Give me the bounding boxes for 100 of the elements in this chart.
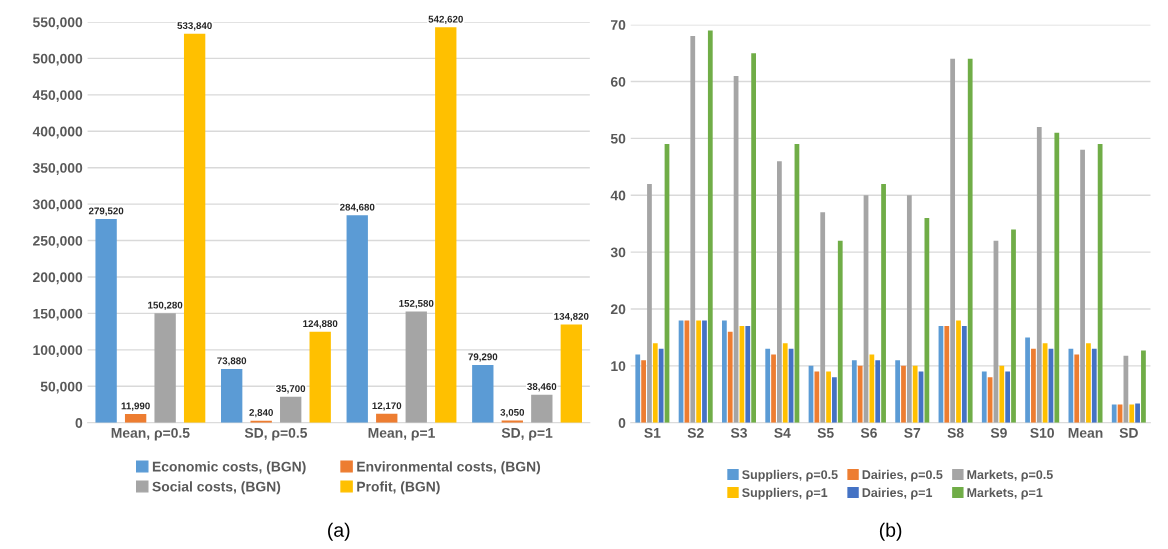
bar xyxy=(183,33,206,423)
data-label: 152,580 xyxy=(399,299,434,309)
bar xyxy=(1011,229,1016,423)
bar xyxy=(956,320,961,423)
y-tick-label: 250,000 xyxy=(33,235,83,248)
bar xyxy=(346,215,368,423)
bar xyxy=(944,326,950,423)
bar xyxy=(641,360,646,423)
bar xyxy=(1086,343,1091,423)
x-tick-label: S7 xyxy=(904,427,921,438)
bar xyxy=(814,371,820,423)
bar xyxy=(745,326,751,423)
x-tick-label: Mean, ρ=1 xyxy=(368,428,435,441)
x-tick-label: SD, ρ=1 xyxy=(501,427,553,441)
data-label: 134,820 xyxy=(554,312,589,322)
y-tick-label: 0 xyxy=(75,418,83,428)
data-label: 12,170 xyxy=(372,402,402,411)
legend-label: Environmental costs, (BGN) xyxy=(357,461,541,475)
bar xyxy=(124,413,147,423)
y-tick-label: 550,000 xyxy=(32,17,83,30)
x-tick-label: S4 xyxy=(774,427,791,438)
bar xyxy=(1054,132,1060,423)
bar xyxy=(95,219,117,423)
bar xyxy=(1031,348,1036,423)
data-label: 279,520 xyxy=(88,207,124,216)
bar xyxy=(1091,348,1097,423)
bar xyxy=(531,394,553,423)
y-tick-label: 400,000 xyxy=(32,126,83,139)
data-label: 38,460 xyxy=(527,383,557,392)
legend-label: Profit, (BGN) xyxy=(357,481,440,495)
y-tick-label: 0 xyxy=(618,418,626,428)
data-label: 2,840 xyxy=(249,409,273,418)
data-label: 79,290 xyxy=(468,353,498,362)
y-tick-label: 30 xyxy=(610,247,626,258)
y-tick-label: 500,000 xyxy=(32,53,83,66)
legend-label: Social costs, (BGN) xyxy=(152,481,281,495)
y-tick-label: 20 xyxy=(610,304,626,315)
x-tick-label: Mean xyxy=(1068,428,1103,438)
bar xyxy=(950,58,956,423)
y-tick-label: 300,000 xyxy=(32,199,83,212)
bar xyxy=(826,371,831,423)
bar xyxy=(832,377,837,423)
bar xyxy=(751,53,756,423)
bar xyxy=(635,354,641,423)
bar xyxy=(1080,149,1085,423)
data-label: 35,700 xyxy=(276,385,306,394)
bar xyxy=(1036,127,1042,423)
bar xyxy=(560,324,582,423)
bar xyxy=(1074,354,1080,423)
legend-label: Economic costs, (BGN) xyxy=(152,461,306,475)
y-tick-label: 50 xyxy=(610,133,626,144)
data-label: 73,880 xyxy=(217,357,247,366)
bar xyxy=(777,161,782,423)
x-tick-label: S5 xyxy=(817,427,834,438)
bar xyxy=(658,348,664,423)
data-label: 150,280 xyxy=(148,301,183,310)
bar xyxy=(961,326,967,423)
x-tick-label: S1 xyxy=(644,427,661,438)
y-tick-label: 150,000 xyxy=(33,308,83,321)
y-tick-label: 10 xyxy=(611,361,626,372)
text: (a) xyxy=(328,522,350,541)
data-label: 11,990 xyxy=(121,402,150,411)
bar xyxy=(1042,343,1048,423)
data-label: 542,620 xyxy=(428,15,463,25)
data-label: 284,680 xyxy=(340,203,375,212)
x-tick-label: S8 xyxy=(947,427,964,438)
x-tick-label: SD xyxy=(1119,427,1138,438)
y-tick-label: 350,000 xyxy=(32,163,83,175)
bar xyxy=(1025,337,1030,423)
bar xyxy=(837,240,843,423)
data-label: 124,880 xyxy=(303,320,338,329)
legend-label: Markets, ρ=1 xyxy=(967,487,1043,500)
legend-label: Dairies, ρ=0.5 xyxy=(862,469,943,482)
legend-label: Suppliers, ρ=0.5 xyxy=(742,469,838,482)
bar xyxy=(901,365,906,423)
bar xyxy=(820,212,826,423)
bar xyxy=(895,360,901,423)
x-tick-label: S10 xyxy=(1030,427,1054,438)
bar xyxy=(765,348,771,423)
bar xyxy=(647,183,652,423)
bar xyxy=(221,368,243,423)
x-tick-label: S6 xyxy=(860,427,877,438)
y-tick-label: 70 xyxy=(611,20,626,30)
y-tick-label: 100,000 xyxy=(33,345,83,358)
x-tick-label: S2 xyxy=(687,427,704,438)
bar xyxy=(1005,371,1011,423)
bar xyxy=(727,331,733,423)
bar xyxy=(690,36,696,423)
bar xyxy=(280,396,302,423)
legend-label: Dairies, ρ=1 xyxy=(862,487,933,500)
bar xyxy=(924,218,930,423)
y-tick-label: 200,000 xyxy=(33,272,83,285)
bar xyxy=(771,354,776,423)
bar xyxy=(702,320,707,423)
data-label: 533,840 xyxy=(177,22,212,31)
bar xyxy=(696,320,701,423)
bar xyxy=(652,343,658,423)
bar xyxy=(912,365,918,423)
bar xyxy=(1097,144,1103,423)
bar xyxy=(869,354,875,423)
